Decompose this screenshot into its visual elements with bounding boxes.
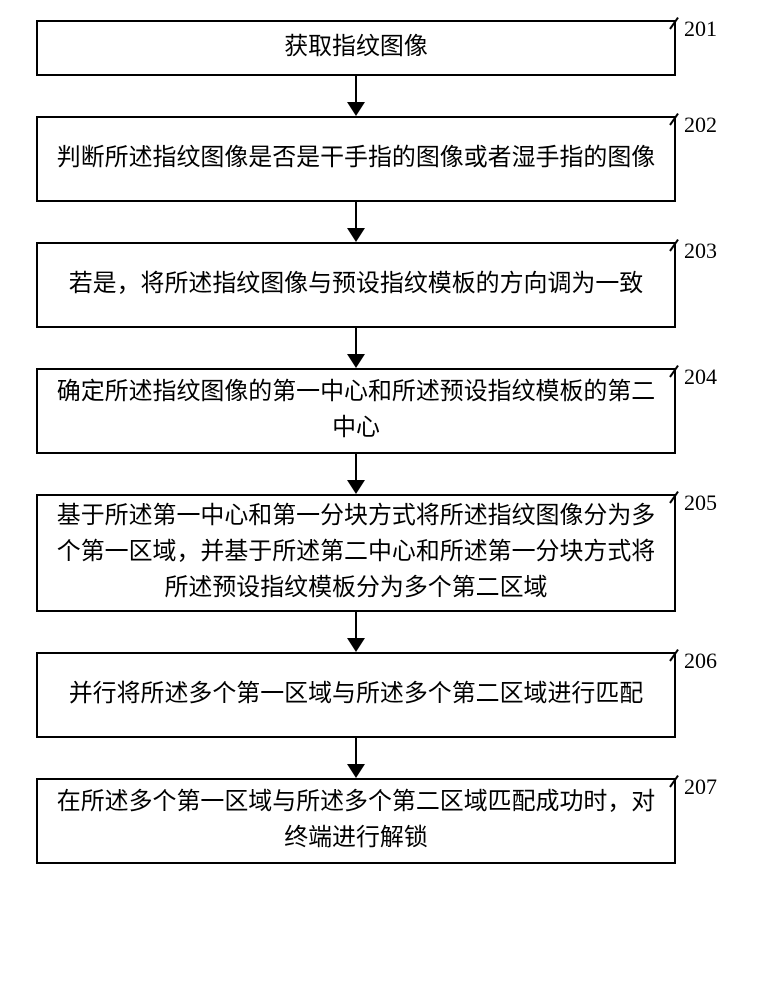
flowchart-row: 若是，将所述指纹图像与预设指纹模板的方向调为一致203 <box>20 242 752 328</box>
flowchart-container: 获取指纹图像201判断所述指纹图像是否是干手指的图像或者湿手指的图像202若是，… <box>20 20 752 864</box>
node-label-204: 204 <box>684 364 717 390</box>
arrow-head <box>347 638 365 652</box>
label-column: 205 <box>676 494 736 612</box>
flowchart-node-203: 若是，将所述指纹图像与预设指纹模板的方向调为一致 <box>36 242 676 328</box>
flowchart-node-204: 确定所述指纹图像的第一中心和所述预设指纹模板的第二中心 <box>36 368 676 454</box>
node-label-205: 205 <box>684 490 717 516</box>
label-column: 204 <box>676 368 736 454</box>
arrow-head <box>347 102 365 116</box>
arrow-head <box>347 480 365 494</box>
label-column: 203 <box>676 242 736 328</box>
node-label-201: 201 <box>684 16 717 42</box>
arrow-down-icon <box>36 202 676 242</box>
arrow-down-icon <box>36 76 676 116</box>
node-label-203: 203 <box>684 238 717 264</box>
flowchart-node-207: 在所述多个第一区域与所述多个第二区域匹配成功时，对终端进行解锁 <box>36 778 676 864</box>
arrow-shaft <box>355 612 357 640</box>
label-column: 207 <box>676 778 736 864</box>
arrow-down-icon <box>36 738 676 778</box>
flowchart-node-206: 并行将所述多个第一区域与所述多个第二区域进行匹配 <box>36 652 676 738</box>
node-label-206: 206 <box>684 648 717 674</box>
flowchart-row: 判断所述指纹图像是否是干手指的图像或者湿手指的图像202 <box>20 116 752 202</box>
arrow-down-icon <box>36 454 676 494</box>
label-column: 202 <box>676 116 736 202</box>
flowchart-row: 获取指纹图像201 <box>20 20 752 76</box>
node-label-207: 207 <box>684 774 717 800</box>
arrow-shaft <box>355 454 357 482</box>
arrow-shaft <box>355 328 357 356</box>
arrow-down-icon <box>36 612 676 652</box>
arrow-head <box>347 764 365 778</box>
arrow-shaft <box>355 76 357 104</box>
arrow-down-icon <box>36 328 676 368</box>
arrow-head <box>347 228 365 242</box>
flowchart-row: 在所述多个第一区域与所述多个第二区域匹配成功时，对终端进行解锁207 <box>20 778 752 864</box>
arrow-shaft <box>355 202 357 230</box>
flowchart-row: 并行将所述多个第一区域与所述多个第二区域进行匹配206 <box>20 652 752 738</box>
flowchart-node-202: 判断所述指纹图像是否是干手指的图像或者湿手指的图像 <box>36 116 676 202</box>
arrow-head <box>347 354 365 368</box>
label-column: 201 <box>676 20 736 76</box>
node-label-202: 202 <box>684 112 717 138</box>
label-column: 206 <box>676 652 736 738</box>
flowchart-node-205: 基于所述第一中心和第一分块方式将所述指纹图像分为多个第一区域，并基于所述第二中心… <box>36 494 676 612</box>
flowchart-row: 基于所述第一中心和第一分块方式将所述指纹图像分为多个第一区域，并基于所述第二中心… <box>20 494 752 612</box>
arrow-shaft <box>355 738 357 766</box>
flowchart-node-201: 获取指纹图像 <box>36 20 676 76</box>
flowchart-row: 确定所述指纹图像的第一中心和所述预设指纹模板的第二中心204 <box>20 368 752 454</box>
